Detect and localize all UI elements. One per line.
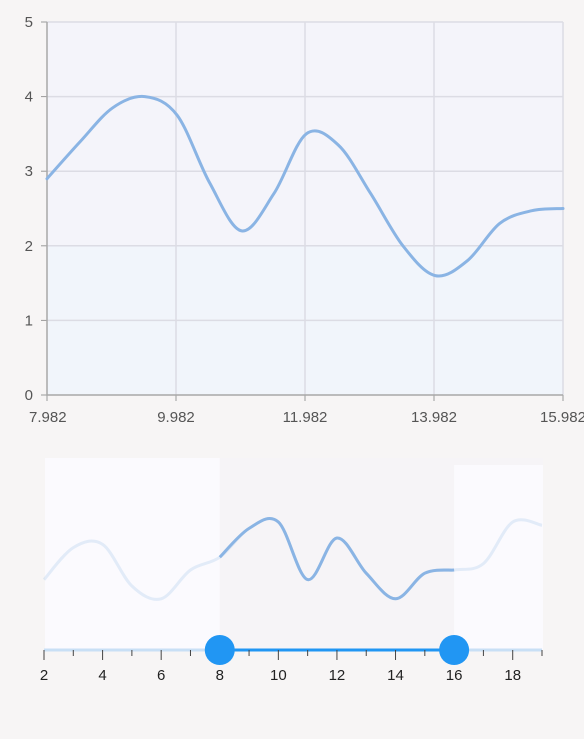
navigator-tick-label: 4 <box>98 667 106 684</box>
navigator-line-selected <box>218 517 455 601</box>
y-tick-label: 2 <box>25 238 33 255</box>
x-tick-label: 15.982 <box>540 409 584 426</box>
navigator-tick-label: 12 <box>329 667 346 684</box>
grid <box>47 21 564 395</box>
unselected-region-left <box>45 458 220 650</box>
unselected-region-right <box>454 465 543 650</box>
tick-labels: 0 1 2 3 4 5 7.982 9.982 11.982 13.982 15.982 <box>25 14 584 426</box>
x-tick-label: 11.982 <box>283 409 328 426</box>
x-tick-label: 13.982 <box>411 409 457 426</box>
range-thumb-start[interactable] <box>204 635 235 665</box>
navigator-tick-label: 2 <box>40 667 48 684</box>
range-navigator[interactable]: 2 4 6 8 10 12 14 16 18 <box>0 440 584 720</box>
y-tick-label: 4 <box>25 89 33 106</box>
y-tick-label: 3 <box>25 163 33 180</box>
range-thumb-end[interactable] <box>439 635 470 665</box>
y-tick-label: 5 <box>25 14 33 31</box>
navigator-ticks: 2 4 6 8 10 12 14 16 18 <box>40 650 543 684</box>
navigator-tick-label: 16 <box>446 667 463 684</box>
main-line-chart: 0 1 2 3 4 5 7.982 9.982 11.982 13.982 15.982 <box>25 14 584 426</box>
data-line <box>45 94 565 278</box>
x-tick-label: 9.982 <box>157 409 195 426</box>
navigator-tick-label: 14 <box>387 667 404 684</box>
axes <box>41 21 564 401</box>
y-tick-label: 0 <box>25 387 33 404</box>
navigator-tick-label: 10 <box>270 667 287 684</box>
x-tick-label: 7.982 <box>29 409 67 426</box>
navigator-tick-label: 18 <box>504 667 521 684</box>
y-tick-label: 1 <box>25 312 33 329</box>
navigator-tick-label: 8 <box>216 667 224 684</box>
navigator-tick-label: 6 <box>157 667 165 684</box>
